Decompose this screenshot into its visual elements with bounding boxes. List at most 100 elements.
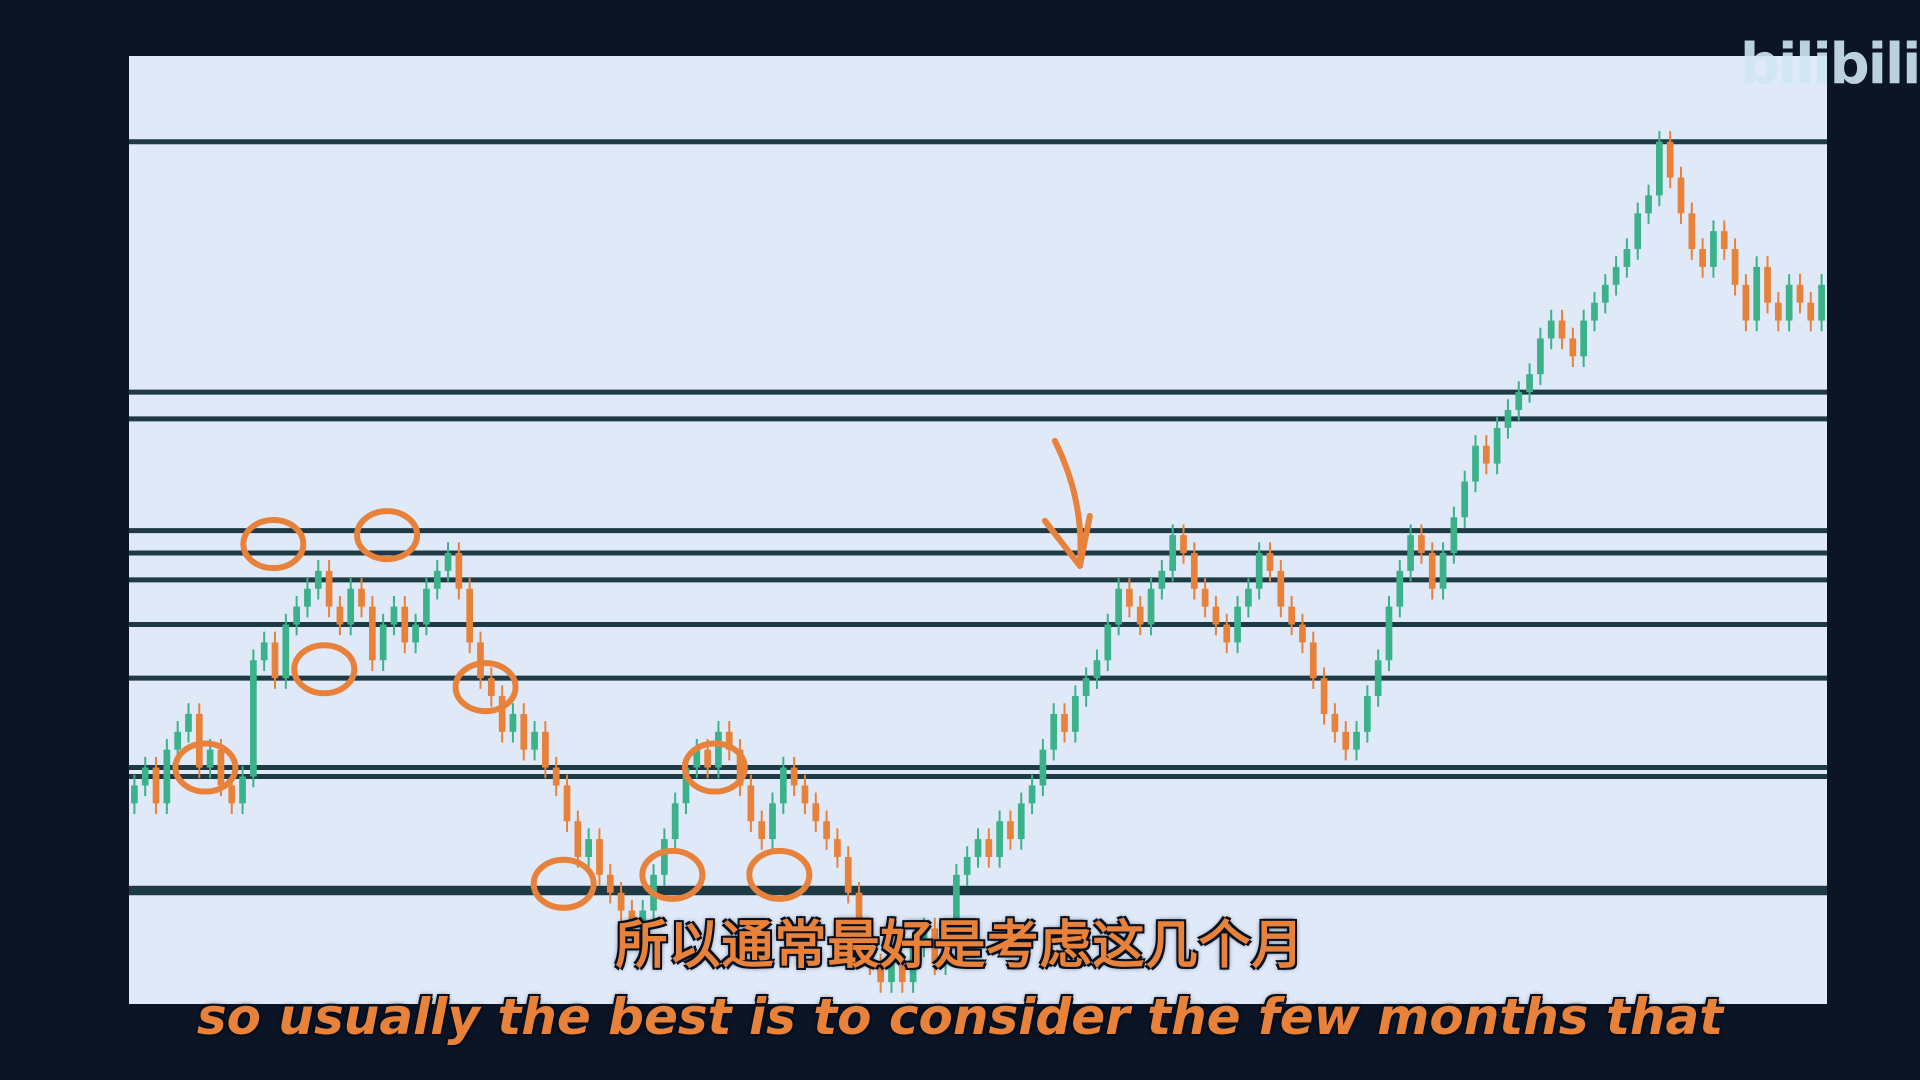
annotation-circle (681, 740, 748, 795)
annotation-circle (172, 740, 239, 795)
candle-body (704, 749, 711, 768)
candle-body (412, 624, 419, 643)
candle-body (498, 696, 506, 732)
candle-body (898, 964, 906, 983)
candle-body (293, 606, 300, 625)
candle-body (1353, 731, 1360, 750)
candle-body (661, 839, 668, 875)
candle-body (1580, 320, 1588, 357)
candle-body (1363, 696, 1371, 732)
candle-body (920, 928, 928, 947)
candle-body (1385, 606, 1393, 661)
candle-body (141, 767, 149, 786)
candle-body (1061, 713, 1068, 732)
candle-body (1309, 642, 1317, 679)
candle-body (996, 821, 1003, 857)
candle-body (1634, 213, 1642, 250)
candle-body (725, 731, 733, 750)
candle-body (844, 856, 852, 893)
annotation-circle (452, 660, 519, 715)
candle-body (877, 964, 885, 983)
candle-body (390, 606, 398, 625)
candle-body (790, 767, 798, 786)
candle-body (682, 767, 690, 804)
candle-body (401, 606, 409, 643)
candle-body (520, 713, 528, 750)
candle-body (1223, 624, 1231, 643)
candle-body (1591, 302, 1598, 321)
candle-body (271, 642, 279, 679)
watermark-logo: bilibili (1740, 32, 1920, 97)
candle-body (228, 785, 236, 804)
candle-body (931, 928, 939, 965)
candle-body (1180, 535, 1187, 553)
candle-body (260, 642, 268, 661)
candle-body (1104, 624, 1112, 661)
candle-body (1753, 266, 1761, 321)
candle-body (206, 749, 214, 768)
candle-body (1623, 249, 1631, 267)
candle-body (531, 731, 538, 750)
subtitle-chinese: 所以通常最好是考虑这几个月 (615, 916, 1305, 976)
candle-body (1245, 588, 1252, 607)
candle-body (866, 928, 874, 965)
candle-body (1028, 785, 1036, 804)
candle-body (1266, 553, 1274, 571)
candle-body (282, 624, 290, 679)
candle-body (358, 588, 365, 607)
candle-body (1677, 177, 1685, 214)
candle-body (1039, 749, 1047, 786)
candle-body (336, 606, 344, 625)
candle-body (325, 570, 333, 607)
candle-body (1547, 320, 1555, 339)
candle-body (1601, 284, 1609, 303)
candle-body (174, 731, 182, 750)
candle-body (801, 785, 809, 804)
candle-body (812, 803, 820, 822)
annotation-circle (639, 847, 706, 902)
candle-body (596, 839, 603, 875)
candle-body (217, 749, 225, 786)
candle-body (379, 624, 387, 661)
candle-body (1666, 141, 1674, 178)
candle-body (1764, 266, 1771, 303)
candle-body (1569, 338, 1577, 357)
candle-body (639, 910, 647, 929)
candle-body (1656, 141, 1663, 196)
candle-body (433, 570, 441, 589)
candle-body (1482, 445, 1490, 464)
candle-body (552, 767, 560, 786)
candle-body (563, 785, 571, 822)
candle-body (1439, 553, 1447, 589)
candle-body (1396, 570, 1404, 607)
candle-body (1731, 249, 1739, 285)
candle-body (1645, 195, 1652, 214)
candle-body (250, 660, 257, 777)
candle-body (693, 749, 701, 768)
candle-body (779, 767, 787, 804)
annotation-circle (291, 642, 358, 697)
candle-body (585, 839, 593, 857)
candle-body (1190, 553, 1198, 589)
candle-body (1277, 570, 1285, 607)
candle-body (1807, 302, 1815, 321)
candle-body (477, 642, 484, 679)
candle-body (1526, 374, 1533, 393)
candles (131, 131, 1825, 993)
candle-body (574, 821, 582, 857)
candle-body (423, 588, 430, 625)
candle-body (953, 874, 960, 947)
candle-body (1515, 392, 1523, 410)
candle-body (823, 821, 830, 840)
candle-body (1158, 570, 1166, 589)
candle-body (855, 892, 863, 929)
candle-body (985, 839, 993, 857)
candle-body (1299, 624, 1306, 643)
candle-body (617, 892, 625, 911)
candle-body (1071, 696, 1079, 732)
candle-body (1818, 284, 1825, 321)
candle-body (1472, 445, 1479, 482)
candle-body (152, 767, 160, 804)
candle-body (747, 785, 755, 822)
candle-body (1774, 302, 1782, 321)
